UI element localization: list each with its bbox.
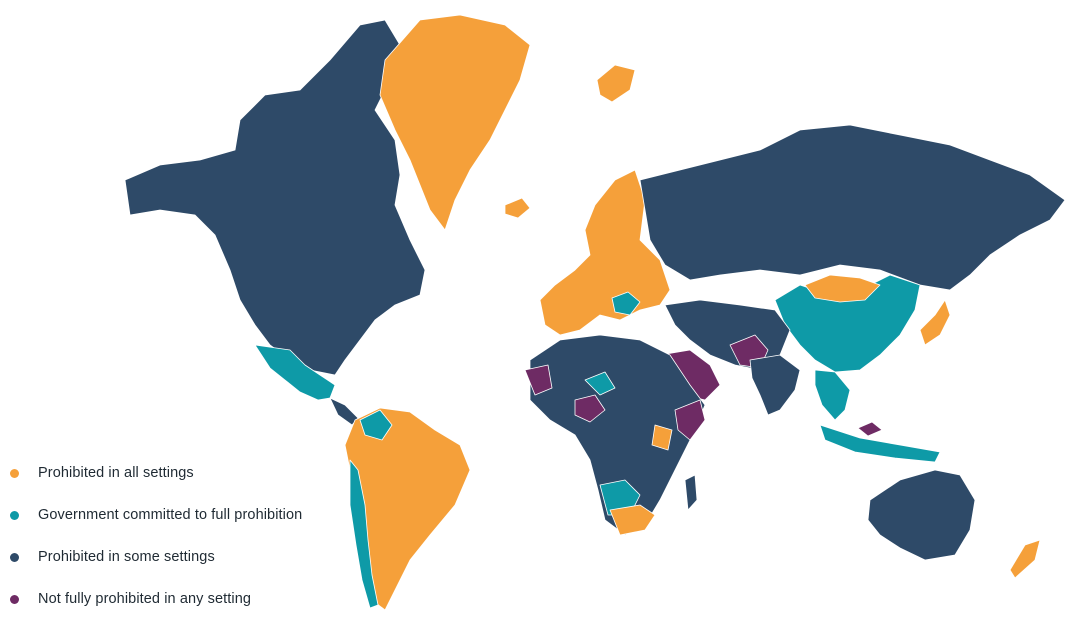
legend-label: Government committed to full prohibition xyxy=(38,507,303,523)
region-chile-peru[interactable] xyxy=(349,459,379,609)
legend-dot-some xyxy=(10,552,19,562)
region-japan[interactable] xyxy=(919,299,951,346)
legend-dot-all xyxy=(10,468,19,478)
legend-label: Prohibited in some settings xyxy=(38,549,215,565)
region-balkans[interactable] xyxy=(611,291,641,316)
region-north-america[interactable] xyxy=(124,19,426,376)
region-iceland[interactable] xyxy=(504,197,531,219)
region-europe[interactable] xyxy=(539,169,671,336)
legend-item-none: Not fully prohibited in any setting xyxy=(10,578,370,620)
legend-item-some: Prohibited in some settings xyxy=(10,536,370,578)
region-new-zealand[interactable] xyxy=(1009,539,1041,579)
region-africa[interactable] xyxy=(529,334,706,536)
region-malaysia[interactable] xyxy=(857,421,883,437)
region-southeast-asia[interactable] xyxy=(814,369,851,421)
legend-label: Not fully prohibited in any setting xyxy=(38,591,252,607)
region-mongolia[interactable] xyxy=(804,274,881,303)
region-venezuela-guyana[interactable] xyxy=(359,409,393,441)
region-east-africa[interactable] xyxy=(651,424,673,451)
legend-dot-none xyxy=(10,594,19,604)
region-chad-niger[interactable] xyxy=(584,371,616,396)
region-madagascar[interactable] xyxy=(684,474,698,511)
legend-item-all: Prohibited in all settings xyxy=(10,452,370,494)
region-australia[interactable] xyxy=(867,469,976,561)
legend-dot-committed xyxy=(10,510,19,520)
region-south-africa[interactable] xyxy=(609,504,656,536)
region-india[interactable] xyxy=(749,354,801,416)
legend-label: Prohibited in all settings xyxy=(38,465,194,481)
region-nigeria[interactable] xyxy=(574,394,606,423)
region-indonesia[interactable] xyxy=(819,424,941,463)
region-greenland[interactable] xyxy=(379,14,531,231)
region-russia[interactable] xyxy=(639,124,1066,291)
map-legend: Prohibited in all settings Government co… xyxy=(10,452,370,620)
region-svalbard[interactable] xyxy=(596,64,636,103)
region-southern-africa-committed[interactable] xyxy=(599,479,641,516)
region-somalia[interactable] xyxy=(674,399,706,441)
region-west-africa-none[interactable] xyxy=(524,364,553,396)
legend-item-committed: Government committed to full prohibition xyxy=(10,494,370,536)
region-central-america[interactable] xyxy=(329,397,359,426)
